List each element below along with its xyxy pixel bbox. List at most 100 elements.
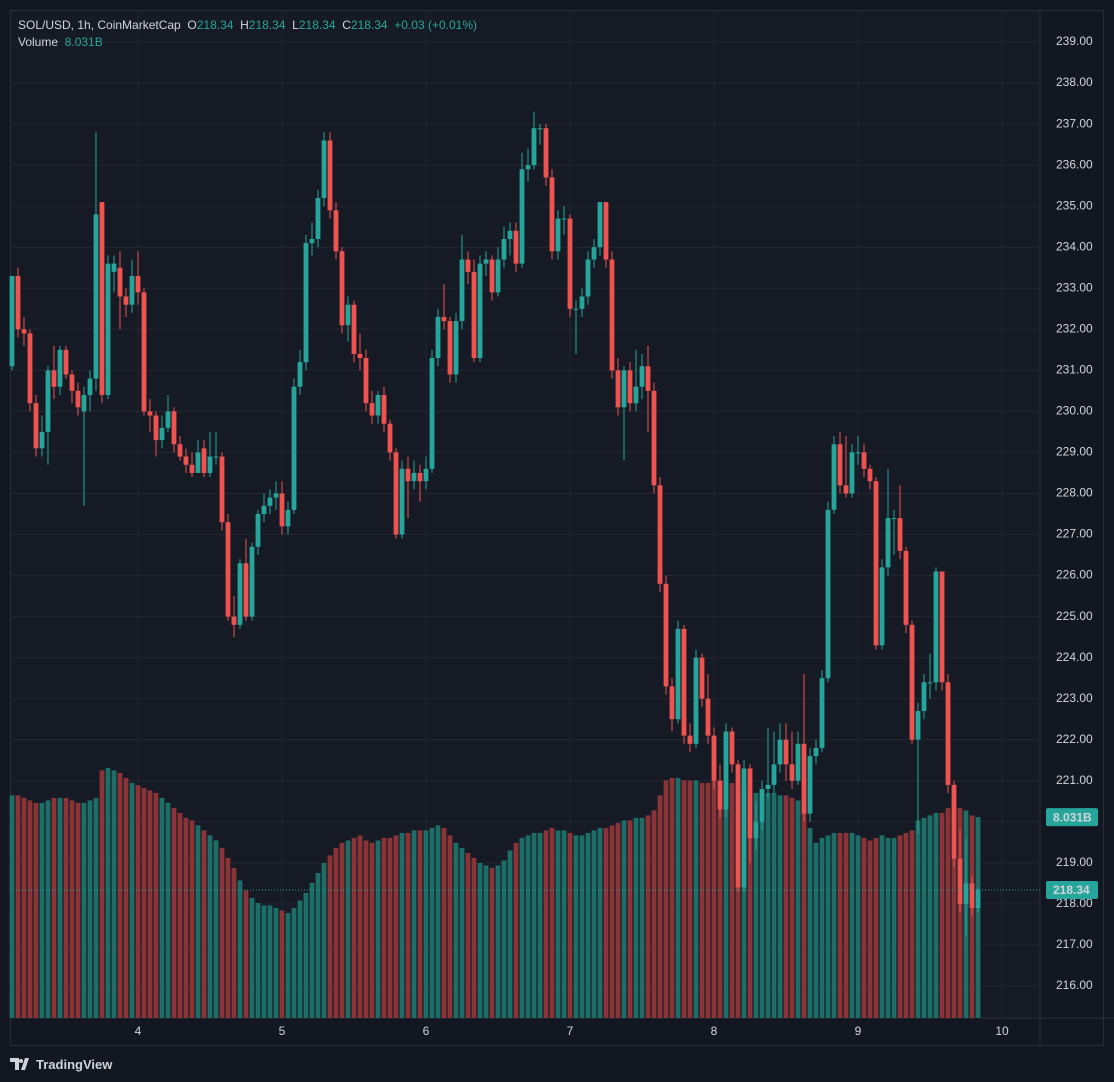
y-tick-label: 231.00: [1056, 363, 1093, 377]
volume-bar: [171, 807, 177, 1018]
candle-body: [183, 456, 189, 465]
candle-body: [15, 275, 21, 330]
volume-bar: [687, 780, 693, 1018]
candle-body: [261, 505, 267, 514]
candle-body: [969, 883, 975, 909]
volume-bar: [927, 815, 933, 1018]
volume-bar: [63, 797, 69, 1018]
volume-bar: [273, 907, 279, 1018]
candle-body: [945, 682, 951, 785]
candle-body: [51, 370, 57, 387]
volume-bar: [135, 785, 141, 1018]
candle-body: [207, 456, 213, 473]
volume-bar: [399, 832, 405, 1018]
candle-body: [579, 296, 585, 309]
volume-bar: [441, 827, 447, 1018]
l-value: 218.34: [298, 18, 336, 32]
volume-bar: [609, 825, 615, 1018]
y-tick-label: 217.00: [1056, 937, 1093, 951]
volume-bar: [849, 832, 855, 1018]
candle-body: [849, 452, 855, 494]
candle-body: [663, 583, 669, 687]
volume-bar: [819, 837, 825, 1018]
volume-bar: [747, 790, 753, 1018]
volume-bar: [213, 840, 219, 1018]
volume-bar: [297, 900, 303, 1018]
volume-bar: [645, 815, 651, 1018]
volume-bar: [669, 777, 675, 1018]
footer: TradingView: [10, 1055, 112, 1073]
volume-bar: [711, 780, 717, 1018]
volume-bar: [579, 835, 585, 1018]
candle-body: [129, 275, 135, 305]
volume-bar: [507, 850, 513, 1018]
volume-bar: [243, 890, 249, 1018]
candle-body: [213, 456, 219, 458]
brand: TradingView: [36, 1056, 113, 1072]
candle-body: [789, 764, 795, 781]
candle-body: [237, 563, 243, 625]
candle-body: [873, 481, 879, 646]
candle-body: [21, 329, 27, 334]
volume-bar: [189, 820, 195, 1018]
last-price-label: 218.34: [1053, 883, 1090, 897]
candle-body: [201, 448, 207, 473]
volume-bar: [801, 805, 807, 1018]
candle-body: [921, 682, 927, 712]
candle-body: [249, 546, 255, 617]
volume-bar: [393, 835, 399, 1018]
candle-body: [363, 358, 369, 404]
candle-body: [459, 259, 465, 322]
y-tick-label: 232.00: [1056, 321, 1093, 335]
volume-bar: [447, 835, 453, 1018]
candle-body: [687, 735, 693, 744]
candle-body: [93, 214, 99, 379]
volume-bar: [615, 822, 621, 1018]
candle-body: [741, 768, 747, 888]
x-tick-label: 5: [279, 1024, 286, 1038]
volume-bar: [39, 802, 45, 1018]
volume-bar: [675, 777, 681, 1018]
candle-body: [795, 743, 801, 781]
candle-body: [255, 514, 261, 547]
candle-body: [591, 247, 597, 260]
volume-bar: [957, 807, 963, 1018]
candle-body: [783, 739, 789, 765]
volume-bar: [201, 830, 207, 1018]
candle-body: [585, 259, 591, 297]
x-tick-label: 9: [855, 1024, 862, 1038]
volume-bar: [123, 777, 129, 1018]
candle-body: [855, 452, 861, 454]
volume-bar: [219, 847, 225, 1018]
candle-body: [561, 218, 567, 220]
volume-bar: [705, 782, 711, 1018]
candle-body: [453, 321, 459, 375]
volume-bar: [153, 792, 159, 1018]
volume-bar: [843, 832, 849, 1018]
candle-body: [63, 349, 69, 375]
volume-bar: [831, 832, 837, 1018]
candle-body: [81, 394, 87, 412]
volume-bar: [543, 830, 549, 1018]
x-tick-label: 6: [423, 1024, 430, 1038]
candle-body: [885, 518, 891, 568]
candle-body: [279, 493, 285, 527]
candle-body: [357, 353, 363, 359]
volume-value: 8.031B: [64, 35, 103, 49]
volume-bar: [69, 800, 75, 1018]
volume-bar: [813, 842, 819, 1018]
y-tick-label: 225.00: [1056, 609, 1093, 623]
candle-body: [291, 386, 297, 510]
candle-body: [831, 444, 837, 510]
volume-bar: [825, 835, 831, 1018]
volume-bar: [861, 837, 867, 1018]
candle-body: [57, 349, 63, 387]
o-key: O: [187, 18, 197, 32]
candle-body: [141, 292, 147, 412]
volume-bar: [939, 812, 945, 1018]
volume-bar: [753, 792, 759, 1018]
volume-bar: [435, 825, 441, 1018]
candle-body: [147, 411, 153, 416]
candle-body: [435, 316, 441, 359]
volume-bar: [729, 782, 735, 1018]
